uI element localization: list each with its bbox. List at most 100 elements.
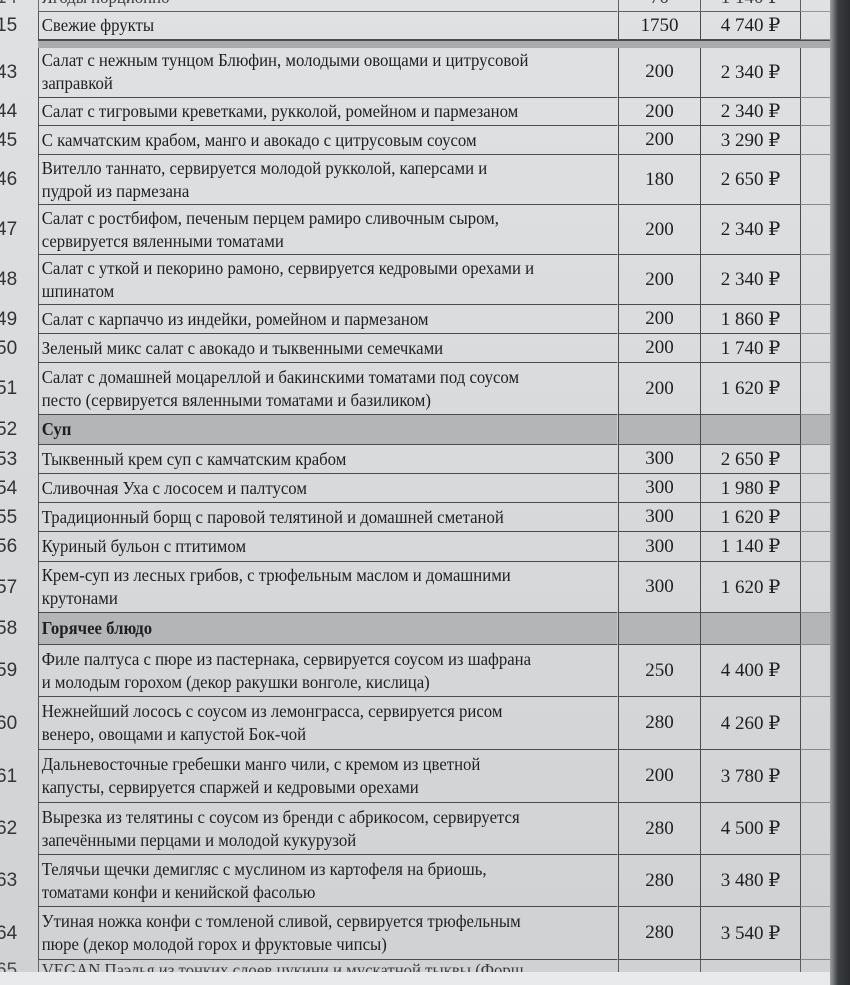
dish-name-cell: Салат с карпаччо из индейки, ромейном и … (38, 305, 618, 334)
table-row: 56 Куриный бульон с птитимом 300 1 140 ₽ (0, 532, 830, 562)
row-number: 43 (0, 61, 18, 83)
row-number: 53 (0, 448, 18, 470)
dish-name-cell: Сливочная Уха с лососем и палтусом (38, 474, 618, 503)
table-row: 50 Зеленый микс салат с авокадо и тыквенн… (0, 334, 830, 363)
weight-cell: 200 (618, 750, 700, 803)
row-number: 54 (0, 477, 18, 499)
weight-cell: 300 (618, 474, 700, 503)
empty-cell (800, 803, 830, 855)
hidden-rows-divider (38, 40, 830, 48)
dish-name-cell: Салат с нежным тунцом Блюфин, молодыми о… (38, 47, 618, 98)
price-cell: 1 980 ₽ (700, 474, 800, 503)
price-cell: 1 860 ₽ (700, 305, 800, 334)
dish-name-cell: Нежнейший лосось с соусом из лемонграсса… (38, 697, 618, 750)
empty-cell (800, 697, 830, 750)
row-number: 58 (0, 618, 18, 639)
empty-cell (800, 503, 830, 532)
table-row: 54 Сливочная Уха с лососем и палтусом 300 1… (0, 474, 830, 503)
row-number: 55 (0, 506, 18, 528)
table-row: 14Ягоды порционно701 140 ₽ (0, 0, 830, 12)
dish-name-cell: Крем-суп из лесных грибов, с трюфельным … (38, 562, 618, 613)
empty-cell (800, 613, 830, 645)
price-cell: 1 740 ₽ (700, 334, 800, 363)
row-number: 62 (0, 818, 18, 839)
table-row: 49 Салат с карпаччо из индейки, ромейном … (0, 305, 830, 334)
empty-cell (800, 415, 830, 445)
screen-edge (830, 0, 850, 985)
table-row: 64 Утиная ножка конфи с томленой сливой, … (0, 907, 830, 960)
weight-cell: 200 (618, 126, 700, 155)
price-cell: 2 650 ₽ (700, 445, 800, 474)
empty-cell (800, 47, 830, 98)
empty-cell (800, 532, 830, 562)
empty-cell (800, 474, 830, 503)
price-cell: 2 340 ₽ (700, 47, 800, 98)
dish-name-cell: Традиционный борщ с паровой телятиной и … (38, 503, 618, 532)
empty-cell (800, 305, 830, 334)
dish-name-cell: Утиная ножка конфи с томленой сливой, се… (38, 907, 618, 960)
row-number: 61 (0, 765, 18, 787)
weight-cell: 300 (618, 503, 700, 532)
empty-cell (800, 855, 830, 907)
dish-name-cell: Зеленый микс салат с авокадо и тыквенным… (38, 334, 618, 363)
weight-cell: 1750 (618, 12, 700, 40)
weight-cell: 300 (618, 445, 700, 474)
row-number: 48 (0, 269, 18, 290)
table-row: 44 Салат с тигровыми креветками, рукколой… (0, 98, 830, 126)
table-row: 47 Салат с ростбифом, печеным перцем рами… (0, 205, 830, 255)
weight-cell: 280 (618, 907, 700, 960)
table-row: 63 Телячьи щечки демигляс с муслином из к… (0, 855, 830, 907)
table-row: 59 Филе палтуса с пюре из пастернака, сер… (0, 645, 830, 697)
empty-cell (800, 750, 830, 803)
weight-cell: 200 (618, 47, 700, 98)
table-row: 55 Традиционный борщ с паровой телятиной … (0, 503, 830, 532)
empty-cell (800, 205, 830, 255)
dish-name-cell: Салат с уткой и пекорино рамоно, сервиру… (38, 255, 618, 305)
dish-name-cell: Филе палтуса с пюре из пастернака, серви… (38, 645, 618, 697)
empty-cell (800, 363, 830, 415)
dish-name-cell: Куриный бульон с птитимом (38, 532, 618, 562)
price-cell: 1 620 ₽ (700, 363, 800, 415)
empty-cell (800, 334, 830, 363)
weight-cell: 70 (618, 0, 700, 12)
price-cell: 2 650 ₽ (700, 155, 800, 205)
weight-cell: 300 (618, 562, 700, 613)
screen-glare (0, 972, 830, 985)
table-row: 48 Салат с уткой и пекорино рамоно, серви… (0, 255, 830, 305)
price-cell: 4 500 ₽ (700, 803, 800, 855)
weight-cell (618, 613, 700, 645)
dish-name-cell: Вырезка из телятины с соусом из бренди с… (38, 803, 618, 855)
table-row: 57 Крем-суп из лесных грибов, с трюфельны… (0, 562, 830, 613)
table-row: 60 Нежнейший лосось с соусом из лемонграс… (0, 697, 830, 750)
price-cell: 3 480 ₽ (700, 855, 800, 907)
price-cell: 2 340 ₽ (700, 98, 800, 126)
price-cell: 4 260 ₽ (700, 697, 800, 750)
row-number: 57 (0, 576, 18, 598)
row-number: 64 (0, 922, 18, 944)
price-cell (700, 415, 800, 445)
table-row: 62 Вырезка из телятины с соусом из бренди… (0, 803, 830, 855)
empty-cell (800, 126, 830, 155)
price-cell (700, 613, 800, 645)
row-number: 15 (0, 15, 18, 36)
table-row: 45 С камчатским крабом, манго и авокадо с… (0, 126, 830, 155)
dish-name-cell: Свежие фрукты (38, 12, 618, 40)
section-header-row: 58 Горячее блюдо (0, 613, 830, 645)
table-row: 46 Вителло таннато, сервируется молодой р… (0, 155, 830, 205)
empty-cell (800, 0, 830, 12)
price-cell: 2 340 ₽ (700, 255, 800, 305)
row-number: 45 (0, 129, 18, 151)
weight-cell: 200 (618, 255, 700, 305)
dish-name-cell: Дальневосточные гребешки манго чили, с к… (38, 750, 618, 803)
empty-cell (800, 255, 830, 305)
price-cell: 4 740 ₽ (700, 12, 800, 40)
weight-cell: 200 (618, 205, 700, 255)
dish-name-cell: Горячее блюдо (38, 613, 618, 645)
empty-cell (800, 98, 830, 126)
table-row: 51 Салат с домашней моцареллой и бакински… (0, 363, 830, 415)
price-cell: 1 620 ₽ (700, 503, 800, 532)
dish-name-cell: Салат с ростбифом, печеным перцем рамиро… (38, 205, 618, 255)
price-cell: 1 620 ₽ (700, 562, 800, 613)
row-number: 60 (0, 712, 18, 734)
dish-name-cell: Салат с тигровыми креветками, рукколой, … (38, 98, 618, 126)
